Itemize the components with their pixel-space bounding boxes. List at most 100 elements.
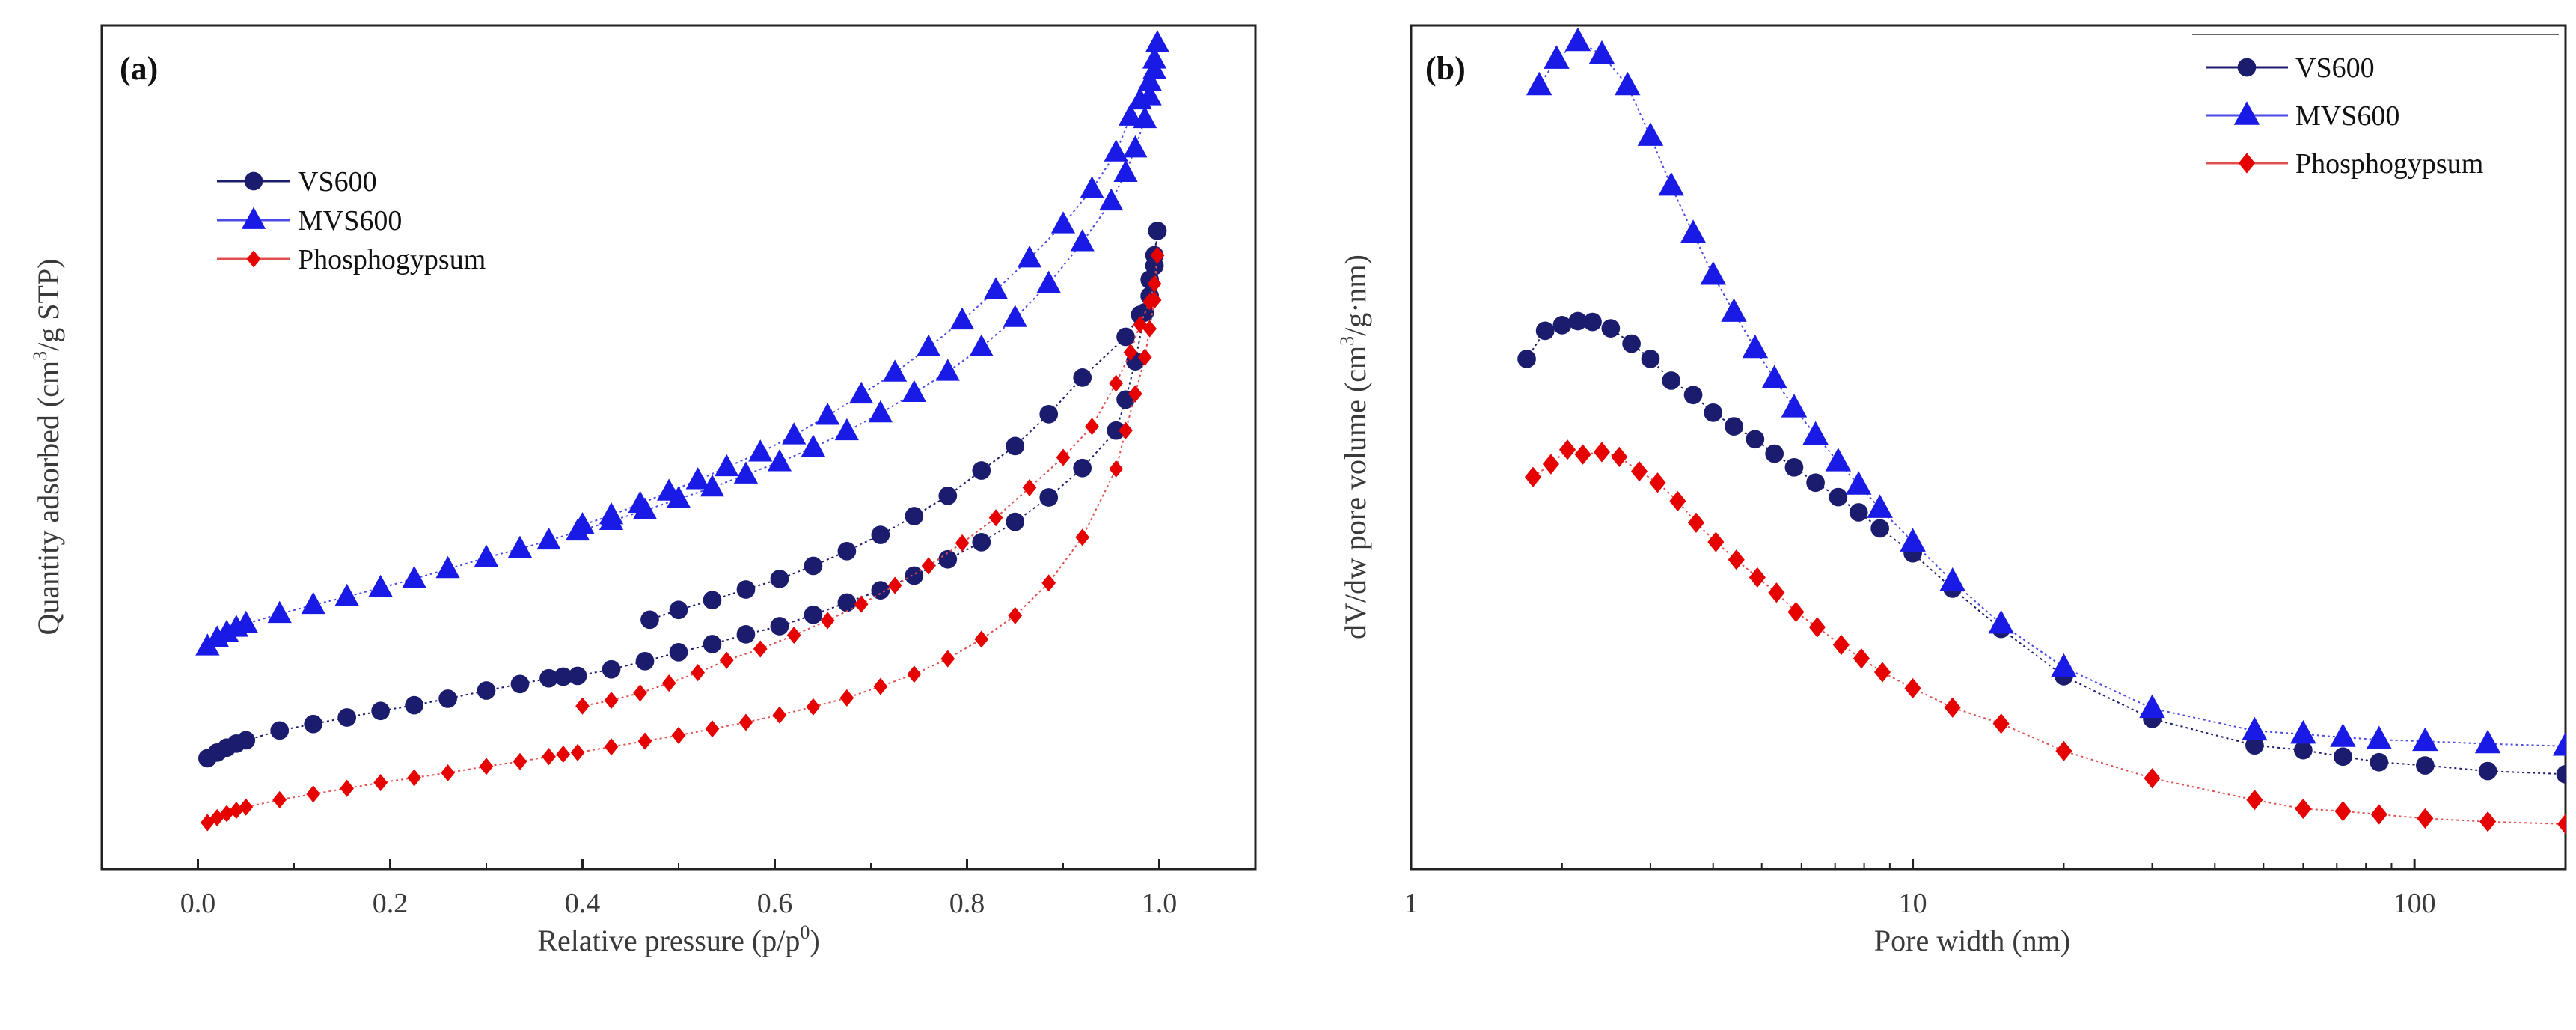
data-point [669, 643, 688, 662]
data-point [1768, 582, 1785, 603]
data-point [669, 600, 688, 620]
data-point [1559, 439, 1576, 460]
y-axis-title-a: Quantity adsorbed (cm3/g STP) [29, 259, 65, 636]
x-tick-label: 100 [2393, 888, 2436, 919]
data-point [738, 713, 753, 731]
data-point [402, 565, 426, 588]
data-point [1649, 472, 1666, 493]
data-point [635, 651, 655, 671]
data-point [575, 697, 590, 715]
data-point [201, 814, 215, 832]
data-point [602, 659, 621, 679]
chart-panel-a: 0.0 0.2 0.4 0.6 0.8 1.0 (a) Relative pressure… [29, 24, 1257, 957]
data-point [1992, 713, 2010, 734]
data-point [1593, 442, 1611, 463]
data-point [804, 605, 823, 624]
data-point [236, 731, 256, 750]
data-point [983, 277, 1009, 299]
data-point [661, 674, 676, 692]
data-point [205, 625, 230, 647]
data-point [1802, 421, 1829, 445]
data-point [949, 307, 975, 330]
data-point [1535, 321, 1555, 341]
data-point [539, 668, 558, 688]
data-point [1641, 350, 1660, 368]
data-point [1099, 188, 1124, 211]
x-tick-label: 10 [1899, 888, 1927, 919]
data-point [1669, 490, 1686, 512]
data-point [633, 684, 647, 702]
panel-label-a: (a) [120, 50, 158, 87]
data-point [1150, 246, 1165, 264]
data-point [2334, 747, 2352, 767]
series-line [1526, 320, 2566, 775]
data-point [733, 461, 759, 484]
data-point [786, 626, 801, 644]
data-point [1080, 176, 1104, 198]
data-point [935, 359, 960, 381]
data-point [2242, 716, 2268, 741]
data-point [568, 666, 587, 686]
series-group-b [1517, 27, 2566, 835]
data-point [1707, 531, 1725, 552]
data-point [637, 732, 652, 750]
data-point [1039, 488, 1059, 507]
data-point [1542, 454, 1559, 475]
data-point [1704, 403, 1723, 422]
data-point [570, 743, 585, 761]
data-point [883, 359, 908, 382]
data-point [938, 486, 958, 505]
data-point [1017, 245, 1042, 268]
data-point [1039, 405, 1059, 424]
data-point [1517, 350, 1536, 368]
data-point [1721, 298, 1747, 322]
data-point [1588, 40, 1615, 64]
data-point [1564, 27, 1591, 52]
data-point [2474, 729, 2501, 754]
data-point [1116, 327, 1135, 347]
series-line [582, 43, 1158, 526]
data-point [972, 461, 991, 480]
data-point [219, 805, 234, 823]
data-point [513, 752, 527, 770]
data-point [1104, 139, 1128, 162]
data-point [2330, 723, 2356, 747]
legend-label: VS600 [298, 166, 377, 198]
data-point [700, 474, 725, 497]
data-point [510, 674, 530, 694]
data-point [917, 334, 941, 357]
data-point [1870, 519, 1889, 538]
data-point [1658, 171, 1684, 196]
data-point [1131, 305, 1150, 324]
data-point [2412, 727, 2438, 752]
data-point [1006, 512, 1025, 531]
data-point [1041, 574, 1056, 592]
data-point [671, 726, 686, 744]
data-point [2370, 752, 2389, 772]
data-point [770, 570, 789, 588]
data-point [1725, 417, 1743, 436]
data-point [816, 403, 840, 425]
data-point [748, 439, 773, 462]
x-axis-title-b: Pore width (nm) [1874, 924, 2070, 957]
x-tick-label: 0.4 [565, 888, 601, 919]
data-point [905, 507, 924, 525]
data-point [972, 533, 991, 552]
data-point [1147, 275, 1162, 293]
data-point [1137, 68, 1162, 91]
data-point [871, 581, 890, 600]
series-phosphogypsum [1524, 439, 2566, 835]
data-point [938, 549, 958, 569]
data-point [1137, 348, 1152, 366]
data-point [2295, 798, 2312, 820]
data-point [1683, 386, 1703, 405]
data-point [1746, 430, 1765, 449]
data-point [2334, 801, 2352, 822]
data-point [1050, 211, 1076, 234]
data-point [1784, 457, 1804, 477]
data-point [820, 612, 835, 630]
data-point [239, 798, 254, 816]
x-axis-title-a: Relative pressure (p/p0) [537, 921, 819, 957]
data-point [368, 574, 393, 597]
data-point [1806, 473, 1825, 493]
